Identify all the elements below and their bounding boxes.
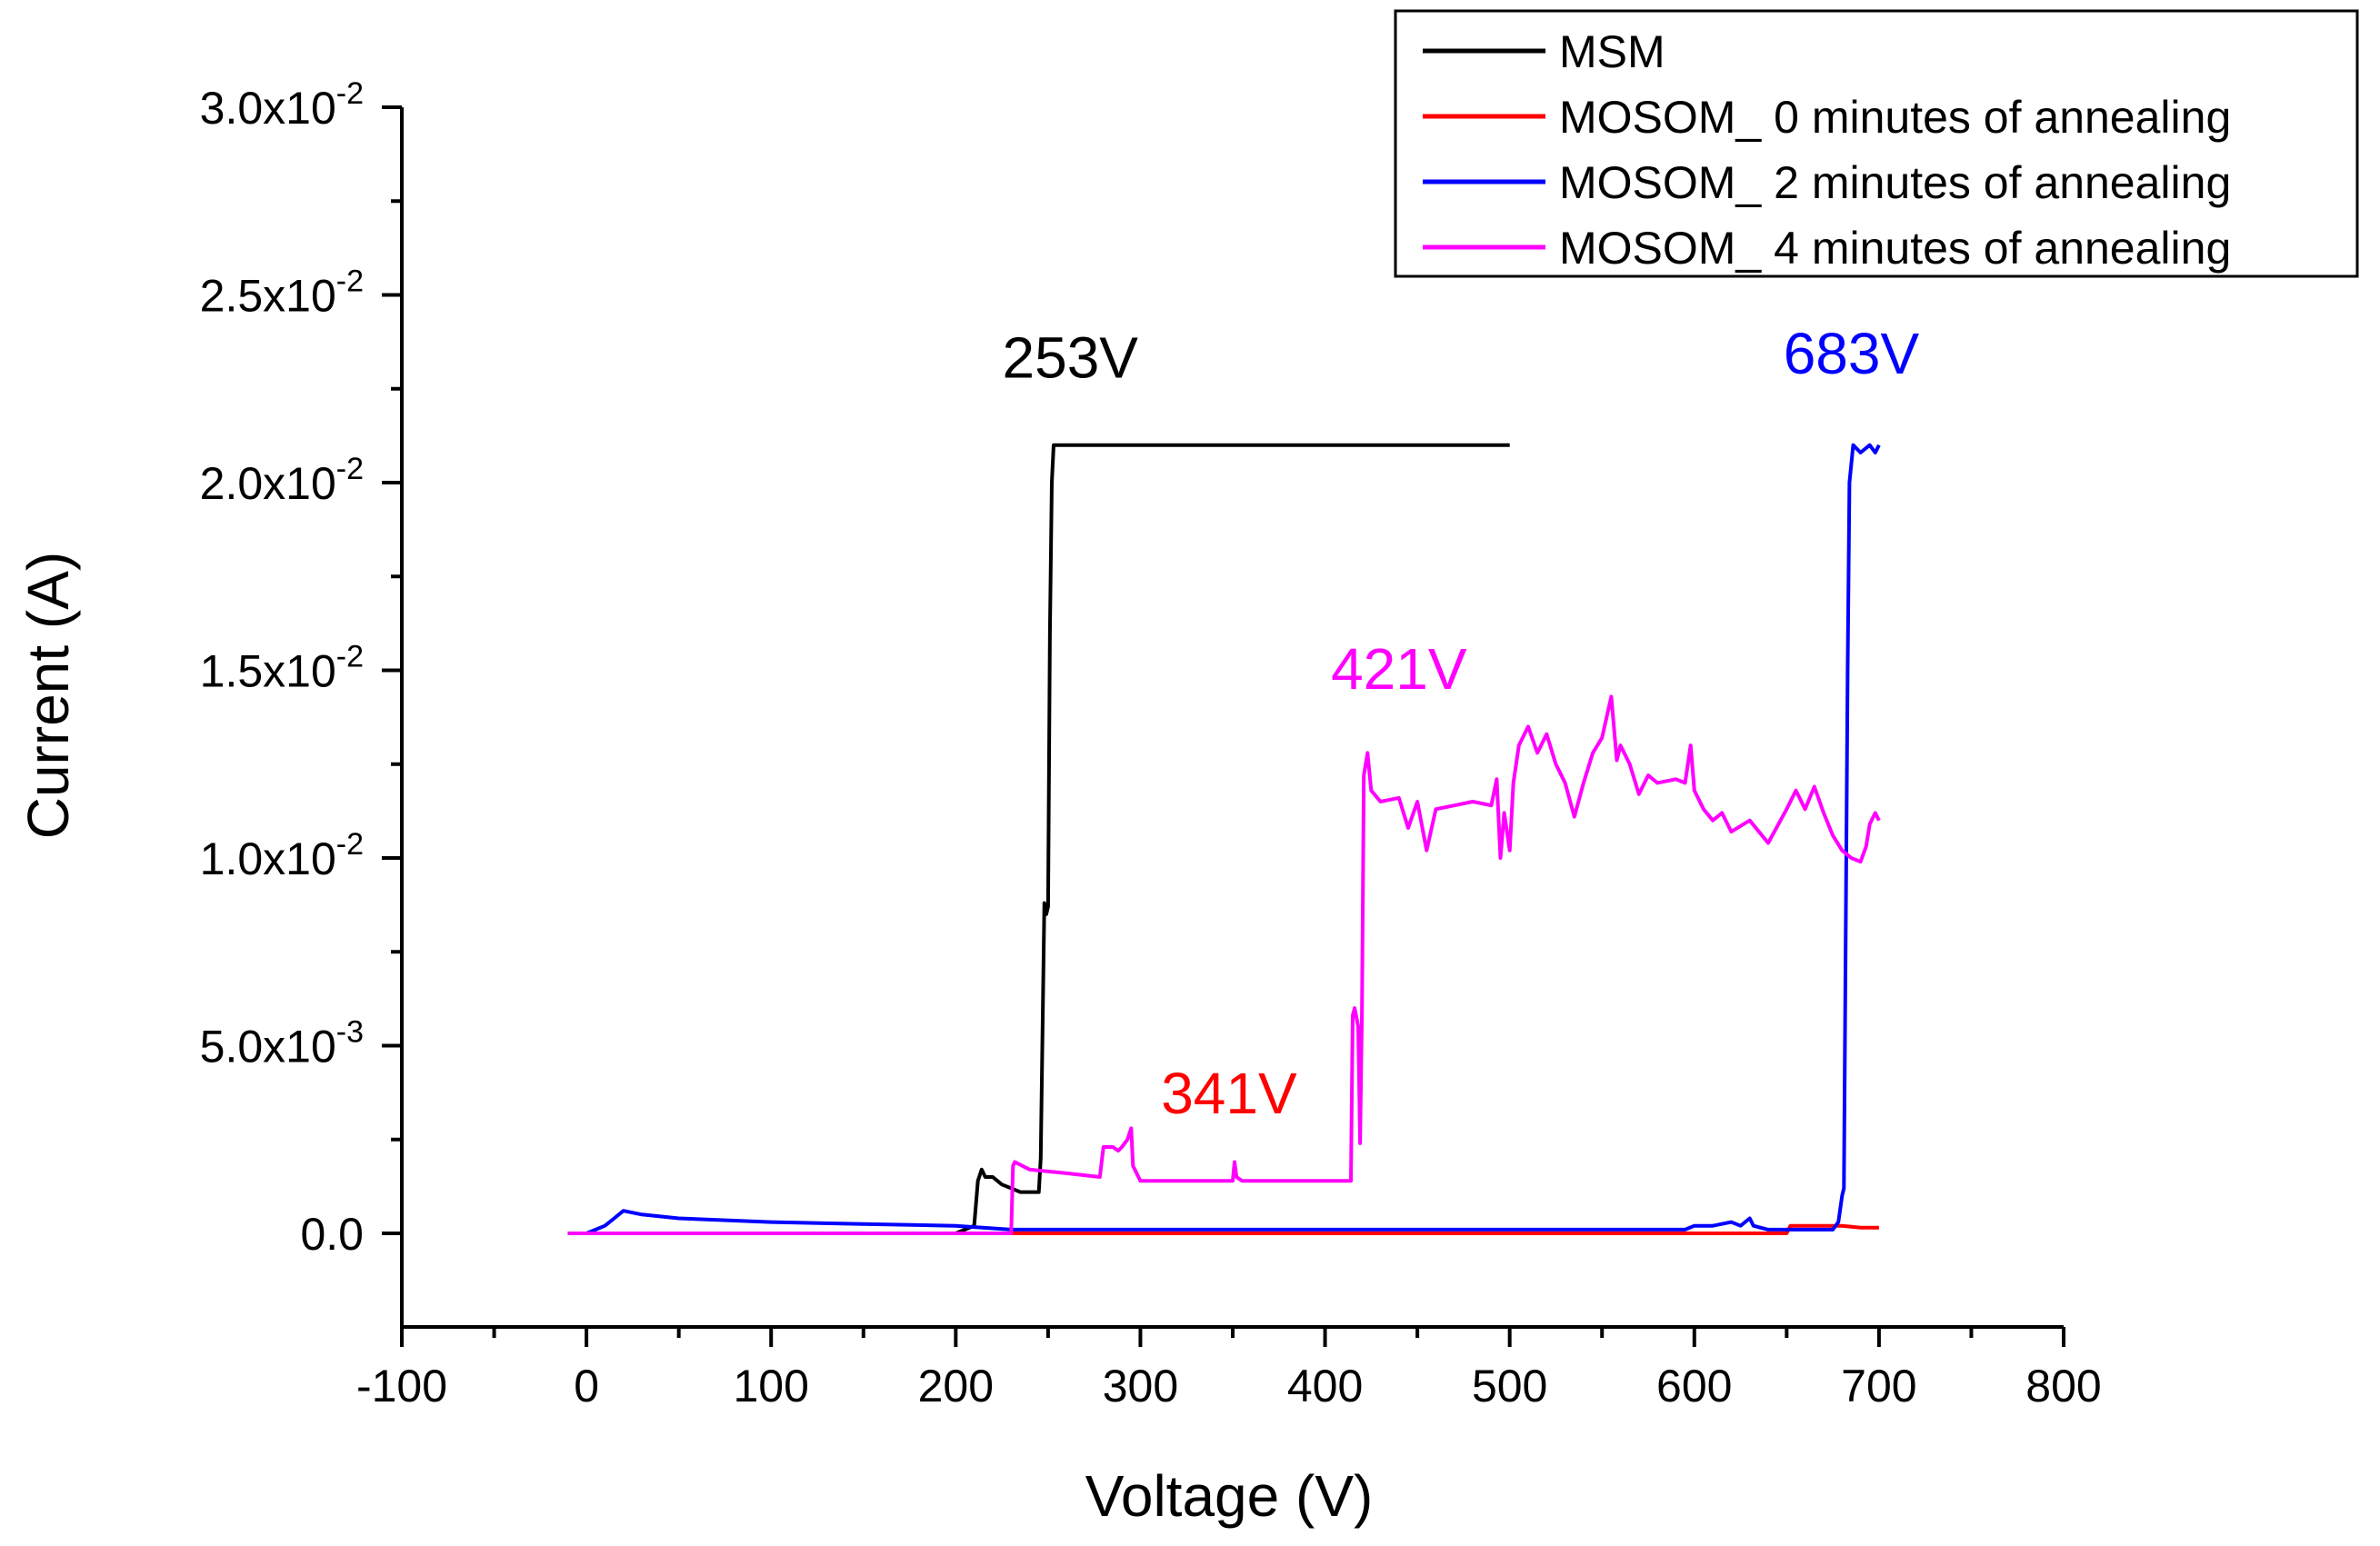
x-tick-label: 0 (574, 1361, 599, 1411)
legend-entry-label: MOSOM_ 0 minutes of annealing (1559, 92, 2231, 143)
x-tick-label: 300 (1103, 1361, 1178, 1411)
y-tick-label: 0.0 (300, 1209, 364, 1260)
x-tick-label: 200 (918, 1361, 994, 1411)
series-line-2 (567, 443, 1881, 1235)
legend-entry-label: MSM (1559, 26, 1665, 77)
y-axis-title: Current (A) (15, 552, 81, 840)
x-tick-label: -100 (356, 1361, 447, 1411)
y-tick-label: 1.0x10-2 (200, 827, 364, 884)
y-tick-label: 2.5x10-2 (200, 264, 364, 322)
x-tick-label: 400 (1287, 1361, 1363, 1411)
series-lines (567, 443, 1881, 1235)
x-tick-label: 600 (1656, 1361, 1732, 1411)
x-tick-label: 100 (734, 1361, 809, 1411)
x-axis-title: Voltage (V) (1085, 1463, 1374, 1529)
y-tick-label: 3.0x10-2 (200, 76, 364, 134)
y-tick-label: 5.0x10-3 (200, 1015, 364, 1072)
legend-entry-label: MOSOM_ 4 minutes of annealing (1559, 223, 2231, 274)
annotation-label: 683V (1784, 321, 1920, 386)
x-tick-label: 800 (2025, 1361, 2101, 1411)
y-tick-label: 2.0x10-2 (200, 452, 364, 509)
annotation-label: 341V (1161, 1061, 1297, 1126)
axes: -100 0 100 200 300 400 500 600 700 800 0.0 5.0x10-3… (200, 76, 2102, 1411)
x-tick-label: 500 (1472, 1361, 1547, 1411)
legend-box (1394, 9, 2359, 278)
annotation-label: 421V (1331, 636, 1467, 702)
series-line-3 (567, 694, 1881, 1235)
y-tick-label: 1.5x10-2 (200, 640, 364, 697)
legend-entry-label: MOSOM_ 2 minutes of annealing (1559, 157, 2231, 208)
x-tick-label: 700 (1841, 1361, 1916, 1411)
annotation-label: 253V (1003, 324, 1139, 390)
legend: MSM MOSOM_ 0 minutes of annealing MOSOM_ 2… (1394, 9, 2359, 278)
series-line-0 (567, 443, 1510, 1235)
annotations: 253V 341V 421V 683V (1003, 321, 1920, 1126)
